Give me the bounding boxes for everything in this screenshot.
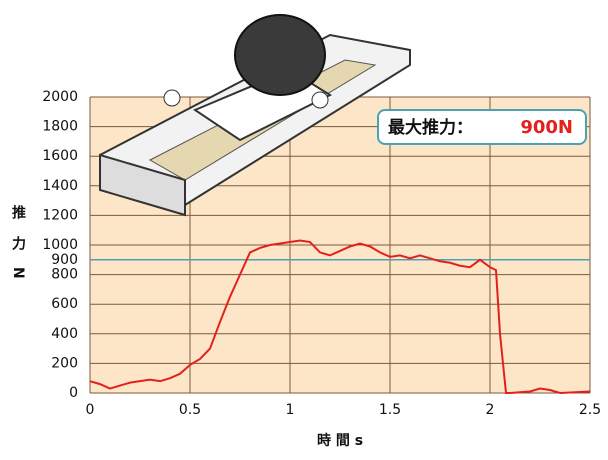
- x-tick-label: 0.5: [179, 402, 201, 418]
- annotation-box: [377, 109, 587, 145]
- y-tick-label: 1000: [42, 237, 78, 253]
- x-tick-label: 1.5: [379, 402, 401, 418]
- y-tick-label: 2000: [42, 89, 78, 105]
- y-axis-label: 推 力 N: [10, 205, 26, 285]
- x-tick-label: 2.5: [579, 402, 601, 418]
- x-tick-label: 1: [286, 402, 295, 418]
- x-axis-label: 時 間 s: [317, 432, 363, 449]
- y-tick-label: 1400: [42, 178, 78, 194]
- y-tick-label: 400: [51, 326, 78, 342]
- y-tick-label: 1200: [42, 207, 78, 223]
- y-tick-label: 1800: [42, 119, 78, 135]
- annotation-title: 最大推力：: [388, 117, 473, 138]
- y-tick-label: 600: [51, 296, 78, 312]
- data-line: [89, 239, 591, 395]
- annotation-label: 900N: [520, 117, 573, 138]
- x-tick-label: 0: [86, 402, 95, 418]
- y-tick-label: 200: [51, 355, 78, 371]
- y-tick-label: 800: [51, 267, 78, 283]
- y-tick-label: 900: [51, 252, 78, 268]
- x-tick-label: 2: [486, 402, 495, 418]
- illustration: [99, 14, 411, 217]
- y-tick-label: 1600: [42, 148, 78, 164]
- y-tick-label: 0: [69, 385, 78, 401]
